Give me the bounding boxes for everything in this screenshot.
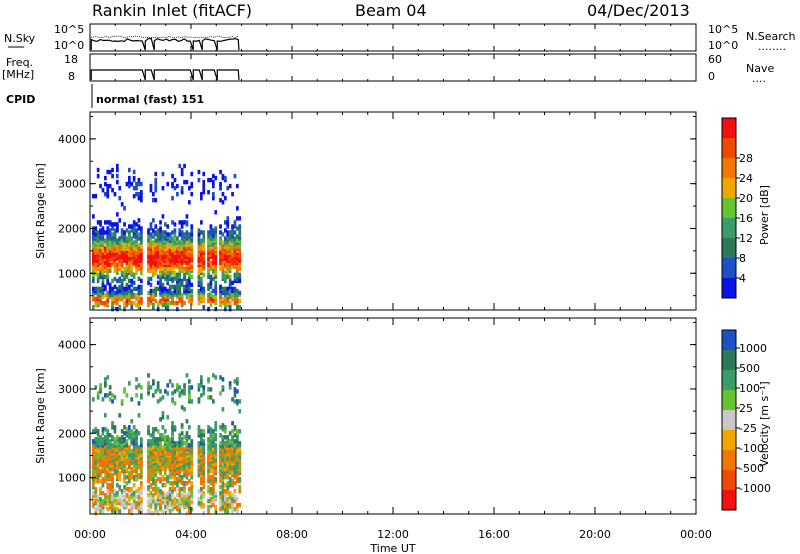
freq-tick-top: 18 bbox=[64, 53, 78, 66]
freq-panel: Freq. [MHz] 18 8 60 0 Nave .... bbox=[2, 53, 774, 85]
freq-unit-label: [MHz] bbox=[2, 68, 34, 81]
y-tick-label: 2000 bbox=[58, 427, 86, 440]
nsearch-label: N.Search bbox=[746, 30, 796, 43]
colorbar-tick-label: 25 bbox=[739, 402, 753, 415]
cpid-mode: normal (fast) 151 bbox=[96, 93, 204, 106]
velocity-scatter-field bbox=[92, 373, 242, 516]
y-tick-label: 3000 bbox=[58, 178, 86, 191]
nsearch-dots: ........ bbox=[758, 40, 786, 53]
x-axis-label: Time UT bbox=[369, 542, 415, 554]
colorbar-tick-label: 500 bbox=[739, 362, 760, 375]
power-y-axis-label: Slant Range [km] bbox=[34, 163, 47, 259]
colorbar-tick-label: 28 bbox=[739, 152, 753, 165]
x-tick-label: 12:00 bbox=[377, 528, 409, 541]
cpid-label: CPID bbox=[6, 93, 35, 106]
colorbar-tick-label: -1000 bbox=[739, 482, 771, 495]
freq-label: Freq. bbox=[6, 56, 33, 69]
y-tick-label: 1000 bbox=[58, 267, 86, 280]
nsearch-trace bbox=[90, 35, 239, 39]
y-tick-label: 1000 bbox=[58, 472, 86, 485]
colorbar-tick-label: 12 bbox=[739, 232, 753, 245]
date-label: 04/Dec/2013 bbox=[587, 1, 690, 20]
freq-trace bbox=[90, 69, 240, 81]
x-tick-label: 00:00 bbox=[680, 528, 712, 541]
nave-tick-top: 60 bbox=[708, 53, 722, 66]
beam-label: Beam 04 bbox=[355, 1, 427, 20]
power-scatter-field bbox=[92, 163, 242, 312]
station-title: Rankin Inlet (fitACF) bbox=[92, 1, 252, 20]
y-tick-label: 2000 bbox=[58, 222, 86, 235]
colorbar-tick-label: -500 bbox=[739, 462, 764, 475]
velocity-colorbar: 1000 500 100 25 -25 -100 -500 -1000 Velocity [m… bbox=[721, 329, 771, 511]
x-tick-label: 00:00 bbox=[74, 528, 106, 541]
colorbar-tick-label: 20 bbox=[739, 192, 753, 205]
velocity-y-ticks: 1000 2000 3000 4000 bbox=[58, 321, 696, 501]
nsky-tick-top: 10^5 bbox=[54, 23, 84, 36]
power-y-ticks: 1000 2000 3000 4000 bbox=[58, 115, 696, 297]
nsearch-tick-bottom: 10^0 bbox=[708, 39, 738, 52]
y-tick-label: 4000 bbox=[58, 339, 86, 352]
velocity-colorbar-label: Velocity [m s⁻¹] bbox=[758, 381, 771, 466]
colorbar-tick-label: -100 bbox=[739, 442, 764, 455]
power-colorbar-label: Power [dB] bbox=[758, 185, 771, 245]
nsky-panel: N.Sky 10^5 10^0 10^5 10^0 N.Search .....… bbox=[4, 23, 796, 53]
x-tick-label: 08:00 bbox=[276, 528, 308, 541]
nave-tick-bottom: 0 bbox=[708, 70, 715, 83]
power-panel: 1000 2000 3000 4000 Slant Range [km] bbox=[34, 111, 697, 312]
nave-dots: .... bbox=[752, 72, 766, 85]
nave-label: Nave bbox=[746, 62, 774, 75]
x-tick-label: 20:00 bbox=[579, 528, 611, 541]
colorbar-tick-label: 8 bbox=[739, 252, 746, 265]
colorbar-tick-label: 24 bbox=[739, 172, 753, 185]
nsearch-tick-top: 10^5 bbox=[708, 23, 738, 36]
nsky-trace bbox=[90, 37, 240, 51]
x-tick-label: 04:00 bbox=[175, 528, 207, 541]
y-tick-label: 4000 bbox=[58, 133, 86, 146]
colorbar-tick-label: 4 bbox=[739, 272, 746, 285]
y-tick-label: 3000 bbox=[58, 383, 86, 396]
colorbar-tick-label: 16 bbox=[739, 212, 753, 225]
velocity-panel: 1000 2000 3000 4000 00:00 04:00 08:00 12:00 16:… bbox=[34, 317, 712, 554]
colorbar-tick-label: 100 bbox=[739, 382, 760, 395]
colorbar-tick-label: -25 bbox=[739, 422, 757, 435]
velocity-y-axis-label: Slant Range [km] bbox=[34, 368, 47, 464]
power-colorbar: 4 8 12 16 20 24 28 Power [dB] bbox=[721, 117, 771, 299]
freq-tick-bottom: 8 bbox=[68, 70, 75, 83]
nsky-label: N.Sky bbox=[4, 32, 36, 45]
colorbar-tick-label: 1000 bbox=[739, 342, 767, 355]
velocity-x-ticks: 00:00 04:00 08:00 12:00 16:00 20:00 00:00 bbox=[74, 318, 712, 541]
x-tick-label: 16:00 bbox=[478, 528, 510, 541]
nsky-tick-bottom: 10^0 bbox=[54, 39, 84, 52]
power-x-ticks bbox=[89, 112, 697, 310]
